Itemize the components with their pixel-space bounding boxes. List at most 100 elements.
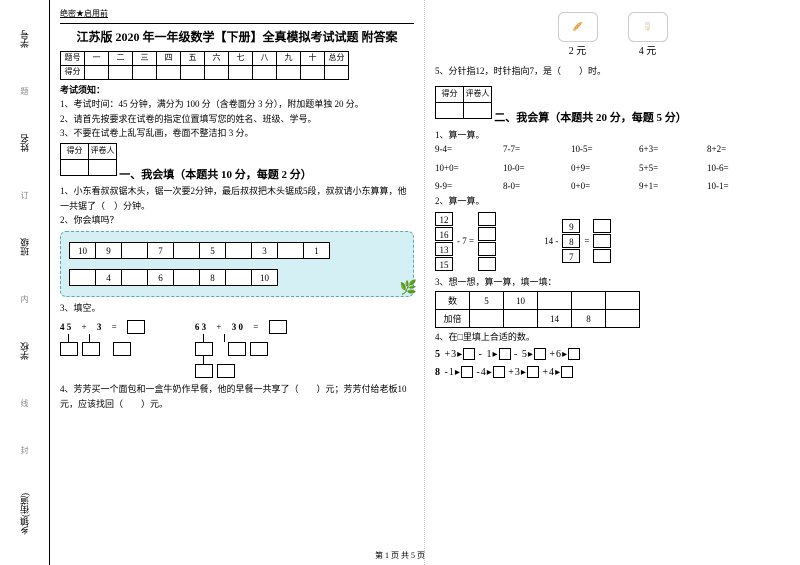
score-summary-table: 题号 一 二 三 四 五 六 七 八 九 十 总分 得分 bbox=[60, 51, 349, 80]
chain-start: 5 bbox=[435, 349, 441, 360]
calc-item: 7-7= bbox=[503, 142, 559, 156]
seq-cell: 5 bbox=[200, 243, 226, 259]
calc-item: 6+3= bbox=[639, 142, 695, 156]
chain-op: - 1 bbox=[479, 349, 493, 360]
chain-op: -1 bbox=[445, 367, 455, 378]
seq-cell: 10 bbox=[70, 243, 96, 259]
tree-2: 6 3 + 3 0 = bbox=[195, 320, 287, 379]
answer-box bbox=[250, 342, 268, 356]
grader-cell: 评卷人 bbox=[89, 143, 117, 159]
binding-label: 学号 bbox=[18, 30, 31, 48]
calc-item: 9+1= bbox=[639, 179, 695, 193]
answer-box bbox=[478, 227, 496, 241]
calc-item: 9-4= bbox=[435, 142, 491, 156]
answer-box bbox=[195, 364, 213, 378]
tree-val: 3 bbox=[97, 320, 102, 334]
calc-item: 0+9= bbox=[571, 161, 627, 175]
td bbox=[504, 310, 538, 328]
milk-icon: 🥛 bbox=[628, 12, 668, 42]
seq-cell bbox=[226, 243, 252, 259]
exam-title: 江苏版 2020 年一年级数学【下册】全真模拟考试试题 附答案 bbox=[60, 28, 414, 47]
binding-inner: 题 bbox=[19, 87, 30, 95]
binding-inner: 封 bbox=[19, 446, 30, 454]
binding-label: 学校 bbox=[18, 342, 31, 360]
th: 三 bbox=[133, 51, 157, 65]
calc-item: 10-0= bbox=[503, 161, 559, 175]
answer-box bbox=[82, 342, 100, 356]
stack-cell: 13 bbox=[435, 242, 453, 256]
answer-box bbox=[461, 366, 473, 378]
products-row: 🥖 2 元 🥛 4 元 bbox=[435, 12, 790, 60]
q3-text: 3、填空。 bbox=[60, 301, 414, 315]
grader-cell: 评卷人 bbox=[464, 87, 492, 103]
seq-cell bbox=[226, 270, 252, 286]
th: 二 bbox=[109, 51, 133, 65]
chain-op: -4 bbox=[476, 367, 486, 378]
calc-item: 10-6= bbox=[707, 161, 763, 175]
seq-cell: 8 bbox=[200, 270, 226, 286]
tree-1: 4 5 + 3 = bbox=[60, 320, 145, 379]
left-column: 绝密★启用前 江苏版 2020 年一年级数学【下册】全真模拟考试试题 附答案 题… bbox=[50, 0, 425, 565]
tree-val: 6 3 bbox=[195, 320, 206, 334]
secret-label: 绝密★启用前 bbox=[60, 8, 414, 21]
seq-cell bbox=[122, 270, 148, 286]
answer-box bbox=[478, 242, 496, 256]
bread-product: 🥖 2 元 bbox=[558, 12, 598, 60]
stack-b-ans bbox=[593, 219, 611, 263]
calc-item: 10+0= bbox=[435, 161, 491, 175]
th: 六 bbox=[205, 51, 229, 65]
sequence-panel: 10 9 7 5 3 1 4 6 bbox=[60, 231, 414, 297]
calc-item: 10-5= bbox=[571, 142, 627, 156]
tree-op: + bbox=[216, 320, 221, 334]
milk-price: 4 元 bbox=[628, 44, 668, 60]
td bbox=[538, 292, 572, 310]
op-text: - 7 = bbox=[457, 234, 474, 248]
answer-box bbox=[499, 348, 511, 360]
op-text: 14 - bbox=[544, 234, 558, 248]
instruction-item: 1、考试时间：45 分钟，满分为 100 分（含卷面分 3 分），附加题单独 2… bbox=[60, 97, 414, 111]
td: 10 bbox=[504, 292, 538, 310]
stack-cell: 9 bbox=[562, 219, 580, 233]
chain-op: +3 bbox=[445, 349, 458, 360]
answer-box bbox=[593, 249, 611, 263]
calc-item: 5+5= bbox=[639, 161, 695, 175]
answer-box bbox=[269, 320, 287, 334]
score-box: 得分评卷人 bbox=[60, 143, 117, 176]
chain-op: - 5 bbox=[514, 349, 528, 360]
chain-1: 5 +3▸ - 1▸ - 5▸ +6▸ bbox=[435, 347, 790, 363]
seq-cell: 3 bbox=[252, 243, 278, 259]
td bbox=[606, 292, 640, 310]
th: 十 bbox=[301, 51, 325, 65]
seq-cell bbox=[278, 243, 304, 259]
td bbox=[470, 310, 504, 328]
answer-box bbox=[478, 212, 496, 226]
answer-box bbox=[478, 257, 496, 271]
th: 加倍 bbox=[436, 310, 470, 328]
chain-2: 8 -1▸ -4▸ +3▸ +4▸ bbox=[435, 365, 790, 381]
calc-item: 10-1= bbox=[707, 179, 763, 193]
q2-group-a: 12 16 13 15 - 7 = 14 - 9 8 7 bbox=[435, 212, 790, 271]
th: 题号 bbox=[61, 51, 85, 65]
tree-eq: = bbox=[112, 320, 117, 334]
instructions-title: 考试须知： bbox=[60, 83, 414, 97]
stack-a: 12 16 13 15 bbox=[435, 212, 453, 271]
seq2-table: 4 6 8 10 bbox=[69, 269, 278, 286]
answer-box bbox=[60, 342, 78, 356]
th: 八 bbox=[253, 51, 277, 65]
th: 得分 bbox=[61, 65, 85, 79]
answer-box bbox=[527, 366, 539, 378]
calc-item: 0+0= bbox=[571, 179, 627, 193]
td bbox=[606, 310, 640, 328]
binding-inner: 内 bbox=[19, 295, 30, 303]
seq-cell: 4 bbox=[96, 270, 122, 286]
s2-q2: 2、算一算。 bbox=[435, 194, 790, 208]
score-box: 得分评卷人 bbox=[435, 86, 492, 119]
answer-box bbox=[127, 320, 145, 334]
stack-b: 9 8 7 bbox=[562, 219, 580, 263]
th: 七 bbox=[229, 51, 253, 65]
binding-label: 乡镇(街道) bbox=[18, 493, 31, 535]
seq-cell bbox=[174, 243, 200, 259]
binding-inner: 订 bbox=[19, 191, 30, 199]
td: 8 bbox=[572, 310, 606, 328]
calc-grid: 9-4= 7-7= 10-5= 6+3= 8+2= 10+0= 10-0= 0+… bbox=[435, 142, 790, 193]
